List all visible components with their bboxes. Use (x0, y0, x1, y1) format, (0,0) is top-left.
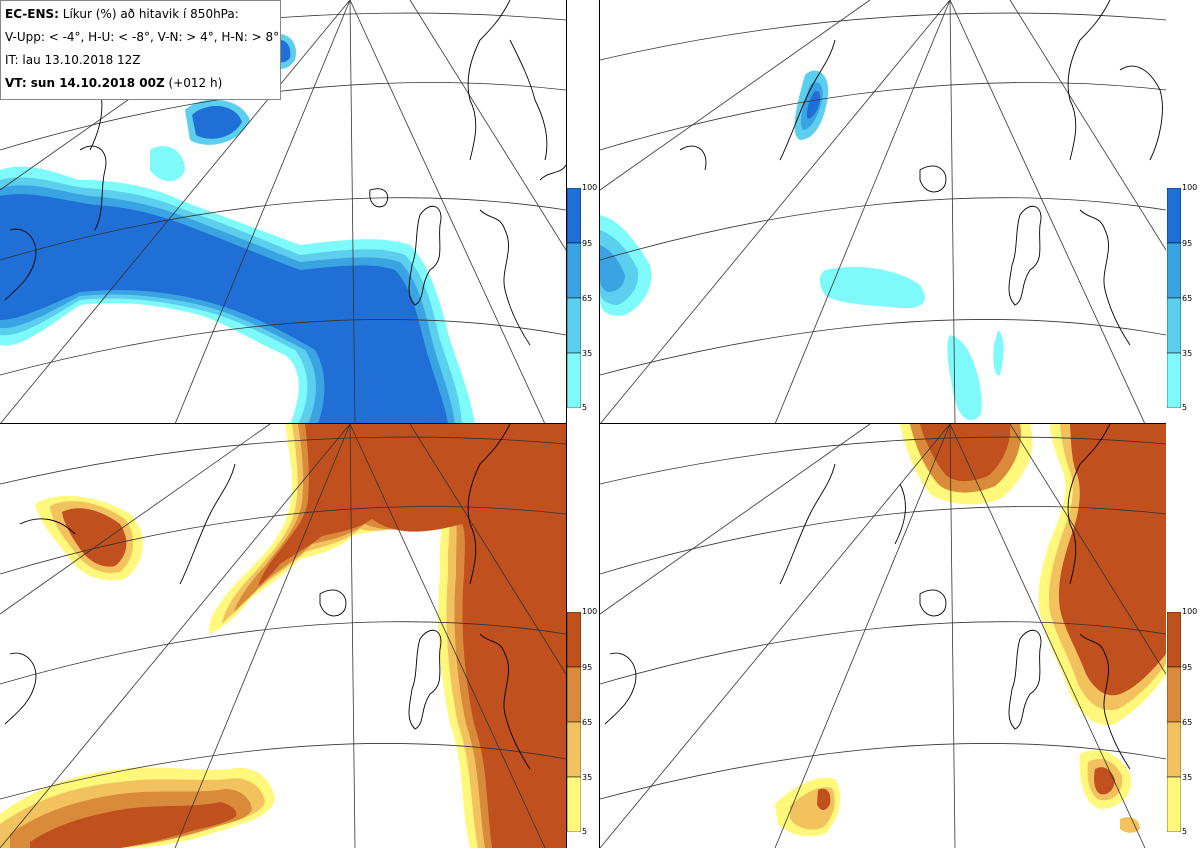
coastlines (604, 424, 1131, 770)
probability-field-warm (0, 424, 566, 848)
map-canvas (0, 0, 566, 424)
probability-field-warm (775, 424, 1166, 837)
legend-tick: 65 (582, 718, 593, 727)
legend-tick: 35 (582, 349, 593, 358)
legend-tick: 100 (1182, 607, 1198, 616)
probability-field-cold (0, 33, 475, 424)
legend-tick: 100 (1182, 183, 1198, 192)
legend-tick: 95 (582, 239, 593, 248)
legend-colorbar-top-right (1167, 188, 1181, 408)
coastlines (4, 424, 531, 770)
legend-tick: 35 (582, 773, 593, 782)
forecast-offset: (+012 h) (168, 76, 223, 90)
panel-divider-vertical-left (566, 0, 567, 848)
map-title-box: EC-ENS: Líkur (%) að hitavik í 850hPa: V… (0, 0, 281, 100)
legend-colorbar-bottom-right (1167, 612, 1181, 832)
issue-time: IT: lau 13.10.2018 12Z (5, 53, 141, 67)
product-name: EC-ENS: (5, 7, 59, 21)
legend-tick: 100 (582, 183, 598, 192)
categories-line: V-Upp: < -4°, H-U: < -8°, V-N: > 4°, H-N… (5, 30, 280, 44)
legend-tick: 5 (582, 827, 588, 836)
panel-divider-horizontal-left (0, 423, 566, 424)
legend-colorbar-bottom-left (567, 612, 581, 832)
legend-tick: 100 (582, 607, 598, 616)
panel-divider-vertical-right (599, 0, 600, 848)
map-canvas (600, 0, 1166, 424)
map-canvas (0, 424, 566, 848)
probability-field-cold (600, 70, 1004, 420)
legend-tick: 65 (1182, 718, 1193, 727)
legend-tick: 5 (1182, 827, 1188, 836)
map-panel-bottom-right (600, 424, 1166, 848)
legend-tick: 65 (1182, 294, 1193, 303)
panel-divider-horizontal-right (600, 423, 1166, 424)
legend-tick: 65 (582, 294, 593, 303)
map-panel-bottom-left (0, 424, 566, 848)
map-canvas (600, 424, 1166, 848)
valid-time: VT: sun 14.10.2018 00Z (5, 76, 165, 90)
legend-tick: 95 (1182, 663, 1193, 672)
legend-tick: 95 (1182, 239, 1193, 248)
map-title: Líkur (%) að hitavik í 850hPa: (62, 7, 239, 21)
legend-colorbar-top-left (567, 188, 581, 408)
map-panel-top-right (600, 0, 1166, 424)
legend-tick: 5 (1182, 403, 1188, 412)
graticule (600, 424, 1166, 848)
map-panel-top-left: EC-ENS: Líkur (%) að hitavik í 850hPa: V… (0, 0, 566, 424)
graticule (600, 0, 1166, 424)
coastlines (679, 0, 1163, 346)
graticule (0, 424, 566, 848)
legend-tick: 35 (1182, 773, 1193, 782)
legend-tick: 95 (582, 663, 593, 672)
legend-tick: 5 (582, 403, 588, 412)
legend-tick: 35 (1182, 349, 1193, 358)
